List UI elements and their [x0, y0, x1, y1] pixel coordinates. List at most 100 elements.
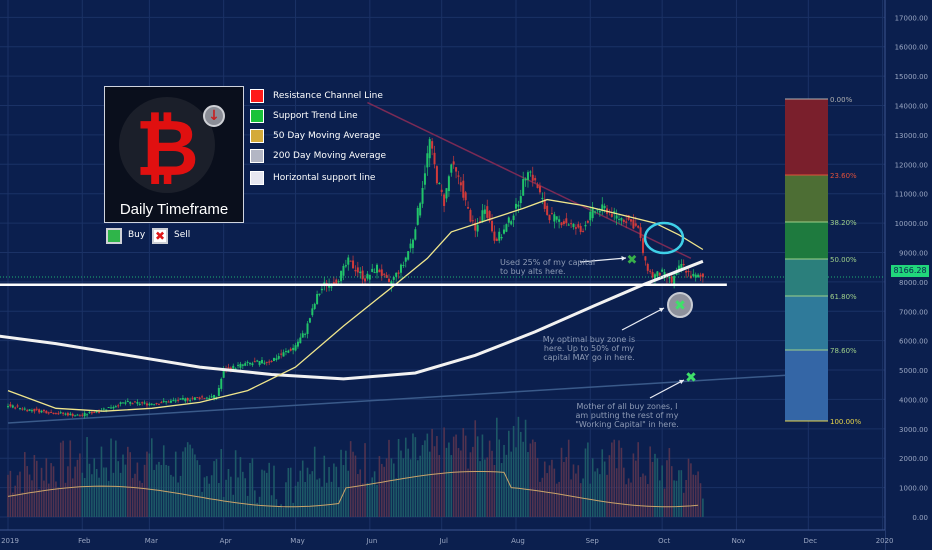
candle-body [630, 219, 633, 222]
volume-bar [210, 475, 213, 517]
candle-body [45, 410, 48, 414]
candle-body [117, 405, 120, 407]
candle-body [124, 402, 127, 404]
candle-body [625, 221, 628, 223]
candle-body [54, 413, 57, 415]
candlestick-series [7, 136, 704, 419]
candle-body [217, 387, 220, 396]
volume-bar [392, 463, 395, 517]
candle-body [249, 363, 252, 365]
candle-body [476, 224, 479, 232]
volume-bar [232, 494, 235, 517]
candle-body [69, 413, 72, 416]
volume-bar [460, 450, 462, 517]
candle-body [572, 223, 575, 228]
annotation-arrow [579, 257, 627, 263]
price-tick-label: 3000.00 [899, 426, 928, 434]
volume-bar [107, 480, 110, 517]
candle-body [301, 333, 304, 338]
volume-bar [321, 486, 323, 517]
candle-body [558, 219, 561, 222]
resistance-channel-line [367, 101, 692, 260]
volume-bar [402, 458, 405, 517]
volume-bar [644, 475, 647, 517]
volume-bar [91, 474, 93, 517]
candle-body [589, 211, 592, 221]
candle-body [40, 410, 43, 413]
volume-bar [124, 464, 127, 517]
candle-body [433, 152, 436, 165]
candle-body [294, 345, 297, 351]
candle-body [284, 351, 287, 353]
candle-body [272, 358, 275, 362]
candle-body [174, 400, 177, 402]
volume-bar [330, 481, 333, 517]
candle-body [615, 215, 618, 219]
candle-body [148, 403, 151, 406]
candle-body [356, 267, 359, 273]
volume-bar [416, 460, 419, 517]
candle-body [380, 269, 383, 276]
volume-bar [407, 448, 409, 517]
candle-body [47, 412, 50, 414]
candle-body [481, 210, 484, 223]
candle-body [52, 412, 55, 414]
candle-body [232, 365, 235, 369]
candle-body [663, 271, 666, 277]
volume-bar [467, 468, 469, 517]
volume-bar [560, 447, 563, 517]
candle-body [656, 271, 659, 277]
volume-bar [67, 466, 69, 517]
candle-body [304, 333, 307, 335]
volume-bar [419, 455, 421, 517]
candle-body [237, 364, 240, 366]
volume-bar [611, 442, 613, 517]
candle-body [38, 409, 41, 413]
candle-body [447, 176, 450, 192]
volume-bar [47, 483, 50, 517]
volume-bar [690, 463, 692, 517]
candle-body [234, 368, 237, 370]
annotation-arrow [649, 379, 685, 399]
annotation-mother-zone: Mother of all buy zones, I am putting th… [575, 402, 679, 429]
candle-body [359, 271, 362, 274]
candle-body [198, 397, 201, 400]
volume-bar [491, 450, 493, 517]
volume-bar [390, 458, 393, 517]
volume-bar [658, 480, 661, 517]
candle-body [93, 412, 96, 414]
legend-item-support: Support Trend Line [250, 109, 358, 123]
candle-body [570, 223, 573, 225]
candle-body [210, 396, 213, 398]
candle-body [510, 221, 513, 225]
volume-bar [376, 484, 378, 517]
candle-body [308, 318, 311, 323]
fib-level-label: 23.60% [830, 172, 857, 180]
candle-body [677, 265, 680, 272]
volume-bar [654, 453, 656, 517]
bitcoin-logo-background [119, 97, 215, 193]
legend-label: 50 Day Moving Average [273, 131, 381, 141]
candle-body [265, 361, 268, 363]
candle-body [30, 410, 33, 412]
candle-body [514, 203, 517, 209]
fib-zone [785, 296, 828, 350]
candle-body [694, 274, 697, 278]
candle-body [306, 323, 309, 334]
volume-bar [323, 455, 326, 517]
volume-bar [594, 471, 596, 517]
volume-bar [325, 482, 328, 517]
candle-body [349, 260, 352, 262]
candle-body [311, 308, 314, 316]
volume-bar [134, 473, 136, 517]
candle-body [701, 273, 704, 278]
volume-bar [591, 458, 594, 517]
volume-bar [579, 483, 582, 517]
candle-body [565, 218, 568, 224]
candle-body [452, 161, 455, 165]
volume-bar [337, 487, 340, 517]
candle-body [613, 211, 616, 213]
volume-bar [21, 492, 24, 517]
candle-body [673, 276, 676, 285]
